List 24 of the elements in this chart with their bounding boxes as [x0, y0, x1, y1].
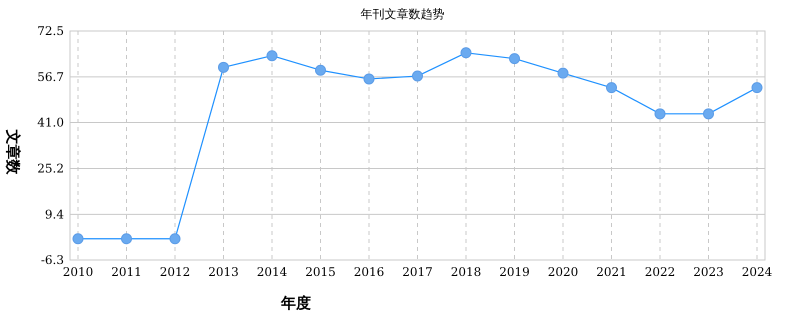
x-tick-label: 2014: [256, 265, 288, 279]
y-tick-label: 9.4: [44, 207, 64, 222]
y-tick-label: -6.3: [40, 253, 64, 267]
x-tick-label: 2013: [208, 265, 239, 279]
x-tick-label: 2018: [450, 265, 482, 279]
x-axis-title: 年度: [280, 294, 311, 312]
x-tick-label: 2023: [693, 265, 724, 279]
x-tick-label: 2020: [548, 265, 578, 279]
x-tick-label: 2012: [160, 265, 190, 279]
y-tick-label: 72.5: [37, 24, 64, 38]
chart-title: 年刊文章数趋势: [360, 7, 444, 21]
x-tick-label: 2017: [402, 265, 433, 279]
y-tick-label: 41.0: [37, 116, 64, 130]
x-tick-label: 2021: [596, 265, 627, 279]
x-tick-label: 2016: [354, 265, 384, 279]
x-tick-label: 2024: [742, 265, 773, 279]
x-tick-label: 2022: [644, 265, 676, 279]
y-tick-label: 25.2: [37, 161, 64, 176]
y-tick-label: 56.7: [37, 70, 64, 84]
x-tick-label: 2010: [62, 265, 94, 279]
x-tick-label: 2019: [499, 265, 530, 279]
y-axis-title: 文章数: [4, 128, 22, 176]
x-tick-label: 2011: [111, 265, 142, 279]
x-tick-label: 2015: [305, 265, 336, 279]
